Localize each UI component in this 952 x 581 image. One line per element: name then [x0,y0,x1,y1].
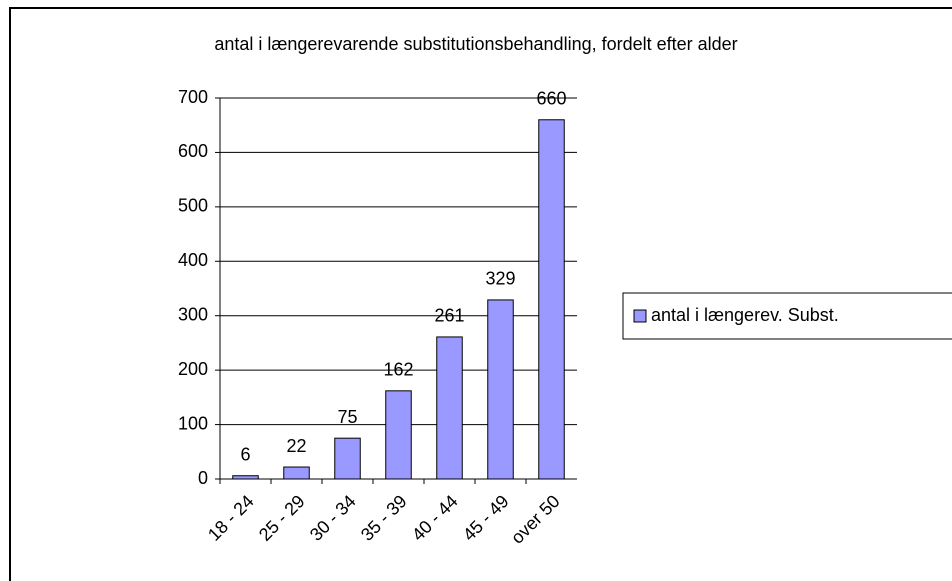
bar [487,299,514,480]
bar [385,390,412,480]
bar [436,336,463,480]
data-label: 261 [434,306,464,326]
bar [232,475,259,480]
legend-label: antal i længerev. Subst. [651,305,839,325]
legend-box [622,292,952,340]
bar [334,437,361,480]
data-label: 162 [383,360,413,380]
legend-swatch [633,309,647,323]
bar [538,119,565,480]
y-tick-label: 600 [178,141,208,161]
y-tick-label: 300 [178,304,208,324]
data-label: 6 [240,444,250,464]
y-tick-label: 0 [198,468,208,488]
y-tick-label: 400 [178,250,208,270]
data-label: 22 [286,436,306,456]
y-tick-label: 200 [178,359,208,379]
chart-title: antal i længerevarende substitutionsbeha… [214,34,737,54]
y-tick-label: 500 [178,196,208,216]
data-label: 660 [536,89,566,109]
y-tick-label: 100 [178,413,208,433]
bar [283,466,310,480]
data-label: 329 [485,269,515,289]
data-label: 75 [337,407,357,427]
y-tick-label: 700 [178,87,208,107]
